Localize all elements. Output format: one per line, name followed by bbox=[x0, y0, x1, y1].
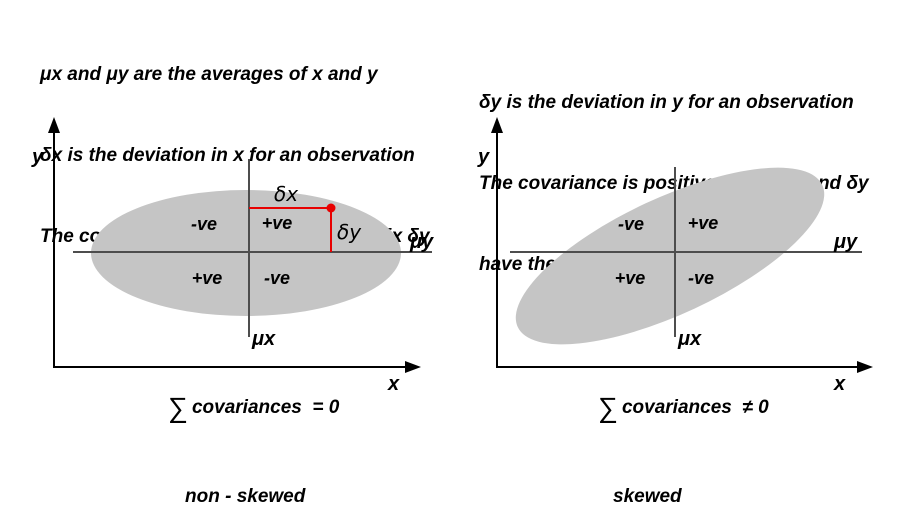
header-right-line1: δy is the deviation in y for an observat… bbox=[479, 92, 854, 113]
right-plot: y x μy μx -ve +ve +ve -ve bbox=[477, 117, 873, 395]
x-axis-arrow-icon bbox=[857, 361, 873, 373]
header-left-line2: δx is the deviation in x for an observat… bbox=[40, 145, 415, 166]
quadrant-bottom-right-label: -ve bbox=[688, 268, 714, 288]
header-left-line1: μx and μy are the averages of x and y bbox=[40, 64, 378, 85]
quadrant-top-left-label: -ve bbox=[618, 214, 644, 234]
mu-x-label: μx bbox=[251, 328, 276, 350]
sum-covariances-left-text: covariances = 0 bbox=[191, 397, 340, 418]
quadrant-bottom-left-label: +ve bbox=[615, 268, 646, 288]
quadrant-top-left-label: -ve bbox=[191, 214, 217, 234]
y-axis-label: y bbox=[31, 146, 44, 168]
sigma-symbol: ∑ bbox=[168, 392, 188, 423]
caption-non-skewed-line1: non - skewed bbox=[185, 486, 306, 507]
quadrant-top-right-label: +ve bbox=[262, 213, 293, 233]
y-axis-label: y bbox=[477, 146, 490, 168]
y-axis-arrow-icon bbox=[491, 117, 503, 133]
x-axis-arrow-icon bbox=[405, 361, 421, 373]
x-axis-label: x bbox=[387, 373, 400, 395]
caption-non-skewed: non - skewed distribution bbox=[185, 444, 305, 507]
quadrant-bottom-right-label: -ve bbox=[264, 268, 290, 288]
quadrant-bottom-left-label: +ve bbox=[192, 268, 223, 288]
sum-covariances-left: ∑ covariances = 0 bbox=[168, 394, 339, 422]
sigma-symbol: ∑ bbox=[598, 392, 618, 423]
delta-x-label: δx bbox=[274, 182, 298, 206]
skewed-distribution-ellipse bbox=[515, 167, 825, 345]
x-axis-label: x bbox=[833, 373, 846, 395]
left-plot: y x μy μx -ve +ve +ve -ve δx δy bbox=[31, 117, 434, 395]
mu-y-label: μy bbox=[409, 231, 434, 253]
caption-skewed-line1: skewed bbox=[613, 486, 682, 507]
sum-covariances-right: ∑ covariances ≠ 0 bbox=[598, 394, 769, 422]
quadrant-top-right-label: +ve bbox=[688, 213, 719, 233]
mu-x-label: μx bbox=[677, 328, 702, 350]
sum-covariances-right-text: covariances ≠ 0 bbox=[621, 397, 769, 418]
y-axis-arrow-icon bbox=[48, 117, 60, 133]
delta-y-label: δy bbox=[337, 220, 362, 244]
caption-skewed: skewed distribution bbox=[613, 444, 717, 507]
mu-y-label: μy bbox=[833, 231, 858, 253]
observation-point bbox=[326, 203, 336, 213]
